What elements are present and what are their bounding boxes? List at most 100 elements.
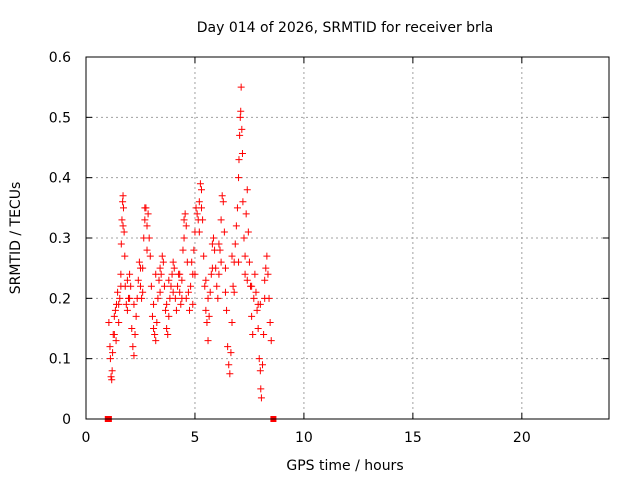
data-point <box>136 264 144 272</box>
data-point <box>106 355 114 363</box>
data-point <box>207 270 215 278</box>
x-tick-label: 10 <box>295 430 313 446</box>
data-point <box>248 282 256 290</box>
data-point <box>213 282 221 290</box>
data-point <box>180 216 188 224</box>
data-point <box>131 331 139 339</box>
data-point <box>123 306 131 314</box>
data-point <box>221 264 229 272</box>
y-tick-label: 0.2 <box>49 291 71 307</box>
data-point <box>134 276 142 284</box>
data-point <box>230 288 238 296</box>
data-point <box>226 370 234 378</box>
data-point <box>255 355 263 363</box>
data-point <box>228 318 236 326</box>
data-point <box>145 234 153 242</box>
data-point <box>190 246 198 254</box>
data-point <box>204 294 212 302</box>
data-point <box>195 228 203 236</box>
data-point <box>120 228 128 236</box>
y-tick-label: 0.6 <box>49 50 71 66</box>
data-point <box>195 198 203 206</box>
data-point <box>126 294 134 302</box>
x-axis-label: GPS time / hours <box>286 458 403 474</box>
data-point <box>155 276 163 284</box>
data-point <box>218 192 226 200</box>
data-point <box>262 264 270 272</box>
data-point <box>138 294 146 302</box>
data-point <box>228 252 236 260</box>
data-point <box>112 337 120 345</box>
data-point <box>215 240 223 248</box>
data-point <box>129 343 137 351</box>
data-point <box>110 331 118 339</box>
data-point <box>187 282 195 290</box>
data-point <box>196 180 204 188</box>
data-point <box>260 331 268 339</box>
data-point <box>114 288 122 296</box>
data-point <box>199 216 207 224</box>
data-point <box>143 222 151 230</box>
data-point <box>257 385 265 393</box>
x-tick-label: 20 <box>513 430 531 446</box>
data-point <box>243 186 251 194</box>
data-point <box>165 276 173 284</box>
data-point <box>143 246 151 254</box>
data-point <box>119 198 127 206</box>
data-point <box>127 282 135 290</box>
data-point <box>256 300 264 308</box>
data-point <box>256 367 264 375</box>
x-tick-label: 5 <box>190 430 199 446</box>
data-point <box>148 312 156 320</box>
data-point <box>197 204 205 212</box>
data-point <box>159 258 167 266</box>
data-point <box>108 376 116 384</box>
data-point <box>170 264 178 272</box>
data-point <box>153 318 161 326</box>
data-point <box>217 258 225 266</box>
data-point <box>236 113 244 121</box>
data-point <box>257 394 265 402</box>
data-point <box>176 288 184 296</box>
data-point <box>144 210 152 218</box>
data-point <box>232 222 240 230</box>
data-point <box>205 312 213 320</box>
data-point <box>235 174 243 182</box>
data-point <box>111 306 119 314</box>
x-tick-label: 15 <box>404 430 422 446</box>
data-point <box>122 300 130 308</box>
data-point <box>178 276 186 284</box>
data-point <box>242 210 250 218</box>
data-point <box>238 150 246 158</box>
data-point <box>219 198 227 206</box>
y-axis-label: SRMTID / TECUs <box>8 182 24 295</box>
data-point <box>204 337 212 345</box>
data-point <box>180 234 188 242</box>
data-point <box>118 216 126 224</box>
data-point <box>208 264 216 272</box>
data-point <box>240 234 248 242</box>
data-point <box>123 276 131 284</box>
data-point <box>126 270 134 278</box>
data-point <box>154 294 162 302</box>
data-point <box>162 306 170 314</box>
data-point <box>150 300 158 308</box>
data-point <box>117 240 125 248</box>
data-point <box>202 276 210 284</box>
data-point <box>163 325 171 332</box>
data-point <box>163 300 171 308</box>
data-point <box>169 288 177 296</box>
data-point <box>152 337 160 345</box>
data-point <box>223 306 231 314</box>
data-point <box>209 234 217 242</box>
data-point <box>135 258 143 266</box>
data-point <box>182 222 190 230</box>
data-point <box>146 252 154 260</box>
data-point <box>119 222 127 230</box>
data-point <box>165 312 173 320</box>
data-point <box>188 258 196 266</box>
data-point <box>108 367 116 375</box>
data-point <box>147 282 155 290</box>
data-point <box>152 270 160 278</box>
data-point <box>150 325 158 332</box>
